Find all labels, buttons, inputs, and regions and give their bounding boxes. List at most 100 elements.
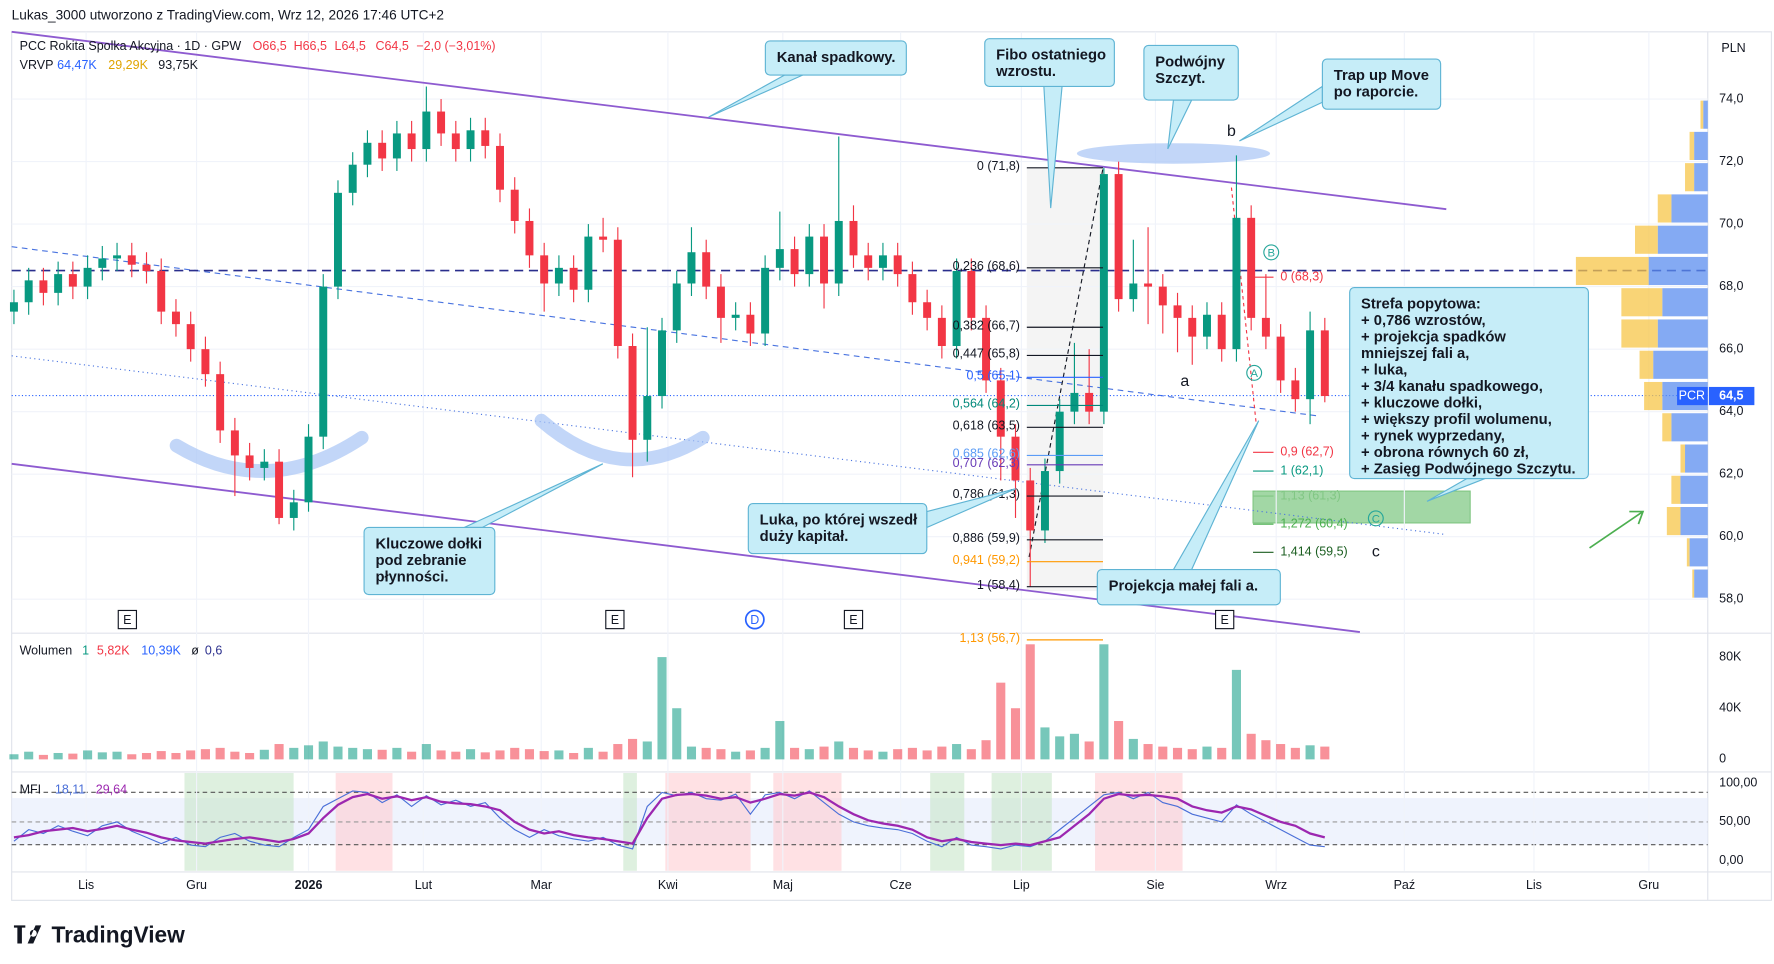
candle-body (1114, 174, 1123, 300)
volume-bar (613, 744, 623, 760)
price-tag (1708, 386, 1755, 406)
vrvp-down (1685, 163, 1695, 192)
y-tick-label: 74,0 (1719, 91, 1743, 105)
fib-label: 0,707 (62,3) (953, 456, 1020, 470)
callout-box (1096, 568, 1281, 606)
wave-circle (1263, 244, 1280, 261)
vrvp-value: 64,47K (57, 58, 97, 72)
candle-body (392, 133, 401, 159)
volume-bar (893, 749, 903, 760)
volume-bar (83, 750, 93, 760)
volume-bar (1010, 708, 1021, 760)
candle-body (849, 220, 858, 256)
projection-label: 1,414 (59,5) (1280, 545, 1347, 559)
candle-body (201, 349, 210, 375)
volume-bar (1217, 747, 1227, 760)
vrvp-up (1694, 569, 1708, 598)
candle-body (672, 283, 681, 331)
candle-body (613, 239, 622, 347)
volume-value: ø (191, 644, 199, 658)
candle-body (1291, 380, 1300, 400)
volume-bar (672, 708, 682, 760)
volume-bar (186, 750, 196, 760)
volume-bar (451, 751, 461, 760)
wave-circle (1246, 364, 1263, 381)
x-tick-label: Kwi (658, 878, 678, 892)
candle-body (171, 311, 180, 325)
callout-box (1143, 44, 1239, 101)
candle-body (878, 255, 887, 268)
callout-text: + Zasięg Podwójnego Szczytu. (1361, 461, 1576, 477)
volume-bar (996, 682, 1006, 760)
callout-text: + kluczowe dołki, (1361, 395, 1482, 411)
arrow (1589, 510, 1644, 549)
candle-body (805, 236, 814, 275)
volume-bar (804, 749, 814, 760)
volume-bar (1099, 644, 1109, 760)
candle-body (658, 330, 666, 397)
candle-body (731, 314, 740, 318)
candle-body (1144, 283, 1153, 287)
candle-body (775, 249, 784, 268)
fib-label: 0,618 (63,5) (953, 418, 1020, 432)
wave-label: b (1227, 123, 1236, 140)
ohlc-value: C64,5 (375, 39, 408, 53)
callout-text: Strefa popytowa: (1361, 297, 1481, 313)
fib-label: 0,447 (65,8) (953, 347, 1020, 361)
candle-body (437, 111, 446, 134)
volume-bar (333, 746, 343, 760)
event-label: E (611, 613, 619, 627)
volume-bar (1202, 746, 1212, 760)
volume-bar (657, 657, 667, 760)
vrvp-up (1657, 225, 1708, 254)
volume-bar (407, 751, 417, 760)
mfi-tick-label: 50,00 (1719, 814, 1750, 828)
candle-body (820, 236, 829, 284)
vrvp-down (1671, 475, 1681, 504)
callout-text: płynności. (375, 569, 448, 585)
x-tick-label: Gru (1638, 878, 1659, 892)
candle-body (525, 220, 534, 256)
candle-body (245, 455, 254, 468)
highlight-ellipse (1076, 143, 1271, 164)
vrvp-down (1692, 569, 1695, 598)
x-tick-label: 2026 (295, 878, 323, 892)
vrvp-down (1644, 381, 1663, 411)
vrvp-down (1666, 507, 1681, 536)
callout-box (764, 40, 907, 76)
candle-body (584, 236, 593, 290)
mfi-line (13, 791, 1326, 847)
callout-box (1349, 287, 1589, 480)
candle-body (937, 317, 946, 347)
fib-label: 0,886 (59,9) (953, 531, 1020, 545)
volume-bar (907, 747, 917, 760)
candle-body (127, 255, 136, 265)
volume-tick-label: 40K (1719, 701, 1742, 715)
y-tick-label: 66,0 (1719, 341, 1743, 355)
x-tick-label: Cze (890, 878, 912, 892)
vrvp-up (1653, 350, 1708, 379)
volume-bar (377, 749, 387, 760)
volume-bar (966, 749, 976, 760)
event-marker (605, 609, 625, 630)
x-tick-label: Lis (1526, 878, 1542, 892)
candle-body (496, 145, 504, 190)
projection-label: 1 (62,1) (1280, 463, 1323, 477)
volume-bar (716, 749, 726, 760)
volume-bar (24, 751, 34, 760)
vrvp-up (1657, 319, 1708, 348)
volume-bar (362, 749, 372, 760)
volume-bar (1040, 727, 1050, 760)
fib-label: 0,685 (62,6) (953, 447, 1020, 461)
wave-label: C (1372, 514, 1380, 526)
volume-tick-label: 80K (1719, 649, 1742, 663)
volume-bar (834, 741, 844, 760)
mfi-line (13, 790, 1325, 850)
vrvp-label: VRVP (20, 58, 54, 72)
candle-body (422, 111, 431, 150)
vrvp-up (1694, 131, 1708, 161)
volume-bar (259, 749, 269, 760)
vrvp-up (1662, 288, 1708, 317)
y-tick-label: 60,0 (1719, 529, 1743, 543)
vrvp-down (1662, 413, 1672, 442)
